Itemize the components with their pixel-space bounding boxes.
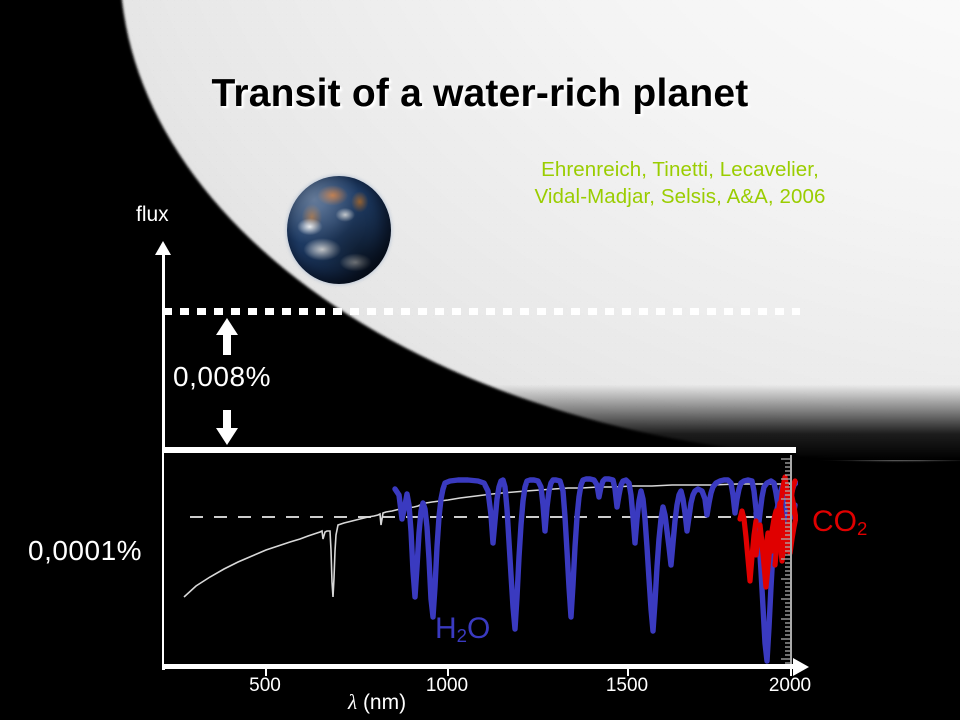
x-axis-title: λ (nm) (348, 690, 407, 714)
citation-block: Ehrenreich, Tinetti, Lecavelier, Vidal-M… (458, 156, 902, 211)
spectrum-svg (183, 455, 798, 668)
co2-label-main: CO (812, 505, 857, 538)
x-label-1000: 1000 (425, 675, 469, 696)
x-label-1500: 1500 (605, 675, 649, 696)
co2-label: CO2 (812, 505, 867, 540)
atmosphere-depth-label: 0,0001% (28, 535, 143, 566)
flux-axis-label: flux (136, 203, 169, 226)
x-tick-500 (265, 669, 267, 676)
slide-title: Transit of a water-rich planet (211, 72, 749, 115)
h2o-label: H2O (435, 612, 490, 647)
x-tick-2000 (790, 669, 792, 676)
unocculted-flux-dotted-line (163, 308, 800, 315)
x-tick-1500 (627, 669, 629, 676)
x-axis-arrow-icon (793, 658, 809, 676)
h2o-label-sub: 2 (456, 625, 468, 647)
co2-first-peak (737, 508, 759, 584)
h2o-label-main: H (435, 612, 457, 645)
co2-label-sub: 2 (857, 518, 868, 540)
right-axis-ticks (781, 455, 792, 668)
star-lower-fade (0, 330, 960, 460)
h2o-spectrum-curve (392, 476, 798, 634)
earth-planet-image (287, 176, 391, 284)
panel-top-border (162, 447, 796, 453)
y-axis-arrow-icon (155, 241, 171, 255)
h2o-label-tail: O (467, 612, 491, 645)
transmission-spectrum-panel (162, 447, 798, 668)
y-axis-line (162, 250, 165, 670)
citation-line-1: Ehrenreich, Tinetti, Lecavelier, (541, 158, 819, 181)
panel-background (164, 453, 796, 668)
star-depth-label: 0,008% (168, 360, 276, 394)
x-label-500: 500 (249, 675, 281, 696)
x-axis-line (162, 664, 796, 669)
x-label-2000: 2000 (768, 675, 812, 696)
x-tick-1000 (447, 669, 449, 676)
citation-line-2: Vidal-Madjar, Selsis, A&A, 2006 (534, 185, 826, 209)
